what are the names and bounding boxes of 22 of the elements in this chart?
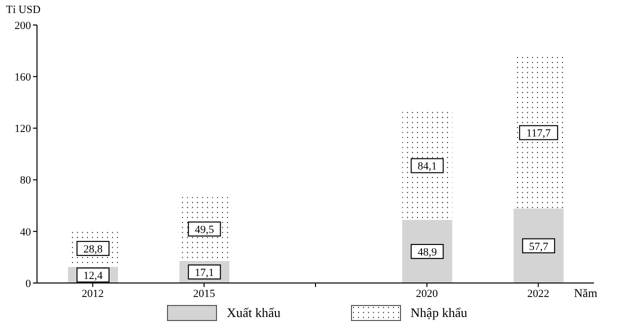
x-axis-title: Năm [574,286,598,301]
x-tick-label: 2015 [193,288,216,300]
data-label: 28,8 [83,243,104,256]
y-tick-label: 200 [14,20,32,32]
y-axis-title: Tỉ USD [6,4,41,16]
legend-label: Nhập khẩu [410,305,468,321]
data-label: 48,9 [418,246,438,258]
data-label: 49,5 [194,224,215,236]
y-tick-label: 160 [14,72,32,84]
x-tick-label: 2020 [416,288,438,300]
y-tick-label: 40 [20,226,32,238]
data-label: 57,7 [528,240,549,253]
data-label: 84,1 [418,160,437,173]
y-tick-label: 120 [14,123,32,136]
legend-label: Xuất khẩu [226,305,281,321]
y-tick-label: 80 [20,174,32,187]
data-label: 17,1 [194,266,214,279]
x-tick-label: 2022 [527,288,550,300]
x-tick-label: 2012 [82,288,104,300]
y-tick-label: 0 [26,278,32,290]
data-label: 117,7 [526,128,552,140]
data-label: 12,4 [83,270,104,282]
